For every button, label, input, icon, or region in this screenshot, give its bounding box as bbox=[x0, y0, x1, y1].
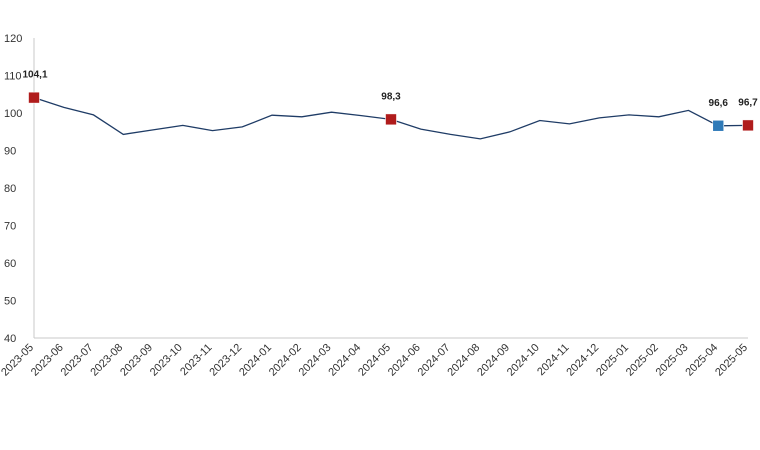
x-tick-label: 2025-05 bbox=[713, 342, 750, 379]
x-tick-label: 2023-10 bbox=[148, 342, 185, 379]
y-tick-label: 50 bbox=[4, 296, 16, 308]
y-axis: 40 50 60 70 80 90 100 110 120 bbox=[4, 33, 35, 345]
y-tick-label: 60 bbox=[4, 258, 16, 270]
data-point-marker bbox=[28, 91, 40, 104]
y-tick-label: 120 bbox=[4, 33, 22, 45]
data-point-marker bbox=[385, 113, 397, 126]
y-tick-label: 40 bbox=[4, 333, 16, 345]
marker-group: 104,1 98,3 96,6 96,7 bbox=[22, 70, 758, 132]
data-point-marker bbox=[742, 119, 754, 132]
y-tick-label: 90 bbox=[4, 146, 16, 158]
data-label: 96,7 bbox=[738, 97, 758, 108]
y-tick-label: 80 bbox=[4, 183, 16, 195]
data-label: 104,1 bbox=[22, 70, 47, 81]
data-point-marker bbox=[712, 119, 725, 132]
data-label: 96,6 bbox=[709, 98, 729, 109]
x-axis: 2023-052023-062023-072023-082023-092023-… bbox=[0, 337, 750, 379]
y-tick-label: 70 bbox=[4, 221, 16, 233]
data-label: 98,3 bbox=[381, 91, 401, 102]
x-tick-label: 2024-10 bbox=[505, 342, 542, 379]
y-tick-label: 100 bbox=[4, 108, 22, 120]
y-tick-label: 110 bbox=[4, 71, 22, 83]
